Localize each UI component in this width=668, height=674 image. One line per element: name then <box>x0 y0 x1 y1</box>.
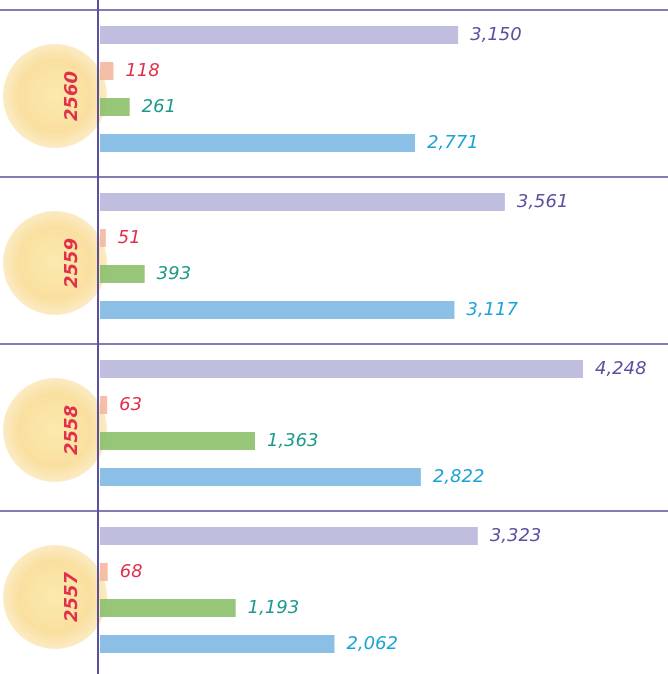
value-label: 393 <box>157 263 191 284</box>
bar <box>100 432 255 450</box>
bar <box>100 468 421 486</box>
background <box>0 9 668 649</box>
value-label: 68 <box>120 561 143 582</box>
bar <box>100 265 145 283</box>
value-label: 2,822 <box>433 466 485 487</box>
value-label: 51 <box>118 227 141 248</box>
value-label: 3,561 <box>517 191 569 212</box>
year-badge <box>3 44 107 148</box>
bar <box>100 527 478 545</box>
bar <box>100 62 114 80</box>
value-label: 3,150 <box>470 24 522 45</box>
year-badge <box>3 211 107 315</box>
value-label: 118 <box>125 60 159 81</box>
category-label: 2558 <box>61 405 82 455</box>
bar <box>100 193 505 211</box>
value-label: 4,248 <box>595 358 647 379</box>
bar <box>100 26 459 44</box>
year-badge <box>3 378 107 482</box>
value-label: 1,193 <box>248 597 300 618</box>
bar <box>100 301 455 319</box>
category-label: 2560 <box>61 71 82 121</box>
bar <box>100 134 416 152</box>
value-label: 1,363 <box>267 430 319 451</box>
value-label: 2,771 <box>427 132 479 153</box>
bar <box>100 635 335 653</box>
bar <box>100 599 236 617</box>
value-label: 2,062 <box>346 633 398 654</box>
bar <box>100 396 108 414</box>
bar <box>100 229 106 247</box>
value-label: 3,117 <box>466 299 518 320</box>
category-label: 2557 <box>61 571 82 622</box>
category-label: 2559 <box>61 238 82 288</box>
value-label: 261 <box>142 96 176 117</box>
value-label: 3,323 <box>490 525 542 546</box>
year-badge <box>3 545 107 649</box>
bar <box>100 98 130 116</box>
value-label: 63 <box>119 394 142 415</box>
bar <box>100 360 583 378</box>
bar <box>100 563 108 581</box>
